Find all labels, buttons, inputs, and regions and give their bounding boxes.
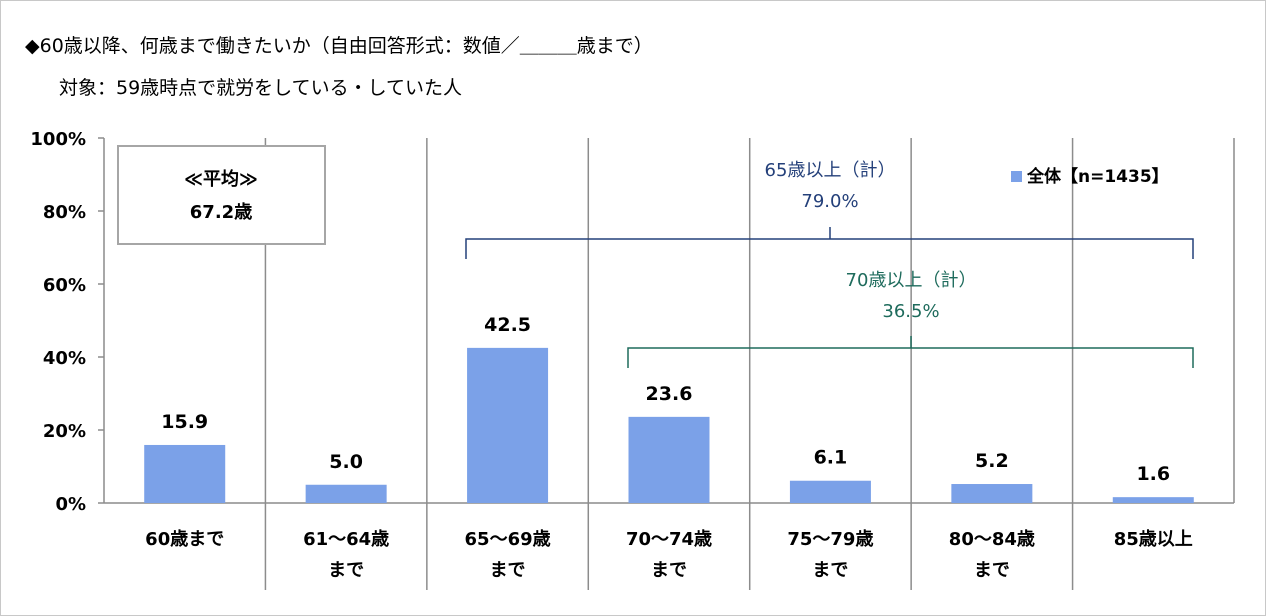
x-category-label: まで xyxy=(651,560,687,581)
x-category-label: まで xyxy=(974,560,1010,581)
bar xyxy=(144,444,226,503)
bracket-65-line xyxy=(465,227,1194,259)
y-tick-label: 100% xyxy=(30,129,86,150)
x-category-label: まで xyxy=(490,560,526,581)
bar xyxy=(789,480,871,503)
x-category-label: 61～64歳 xyxy=(303,529,389,550)
y-tick-label: 60% xyxy=(43,275,86,296)
bracket-65-plus: 65歳以上（計） 79.0% xyxy=(465,160,1194,259)
x-category-label: 65～69歳 xyxy=(465,529,551,550)
y-tick-label: 0% xyxy=(55,494,86,515)
bar-value-label: 1.6 xyxy=(1136,463,1170,485)
bracket-65-value: 79.0% xyxy=(801,191,858,212)
average-value: 67.2歳 xyxy=(190,202,252,223)
bar-value-label: 5.2 xyxy=(975,450,1009,472)
average-label: ≪平均≫ xyxy=(184,168,258,190)
y-tick-label: 80% xyxy=(43,202,86,223)
average-box-border xyxy=(117,145,326,245)
x-category-label: 85歳以上 xyxy=(1114,529,1193,550)
bar xyxy=(305,484,387,503)
bar xyxy=(628,416,710,503)
bar-value-label: 15.9 xyxy=(161,411,208,433)
chart-subtitle: 対象：59歳時点で就労をしている・していた人 xyxy=(59,77,463,99)
bar-value-label: 5.0 xyxy=(329,451,363,473)
x-category-label: 75～79歳 xyxy=(787,529,873,550)
legend-label: 全体【n=1435】 xyxy=(1026,166,1169,187)
bracket-70-value: 36.5% xyxy=(882,301,939,322)
bar-value-label: 23.6 xyxy=(646,383,693,405)
bar-value-label: 6.1 xyxy=(814,447,848,469)
legend-swatch xyxy=(1011,171,1022,182)
chart-title: ◆60歳以降、何歳まで働きたいか（自由回答形式：数値／＿＿＿歳まで） xyxy=(25,35,653,57)
bar xyxy=(1112,497,1194,503)
bracket-65-label: 65歳以上（計） xyxy=(765,160,896,181)
x-category-label: まで xyxy=(812,560,848,581)
bar-value-label: 42.5 xyxy=(484,314,531,336)
bar xyxy=(467,347,549,503)
bar xyxy=(951,484,1033,503)
average-box: ≪平均≫ 67.2歳 xyxy=(117,145,326,245)
x-category-label: まで xyxy=(328,560,364,581)
x-category-label: 70～74歳 xyxy=(626,529,712,550)
bracket-70-line xyxy=(627,336,1194,368)
y-tick-label: 40% xyxy=(43,348,86,369)
x-category-label: 80～84歳 xyxy=(949,529,1035,550)
y-tick-label: 20% xyxy=(43,421,86,442)
legend: 全体【n=1435】 xyxy=(1011,166,1169,187)
x-category-label: 60歳まで xyxy=(145,529,224,550)
bracket-70-plus: 70歳以上（計） 36.5% xyxy=(627,270,1194,368)
bracket-70-label: 70歳以上（計） xyxy=(846,270,977,291)
